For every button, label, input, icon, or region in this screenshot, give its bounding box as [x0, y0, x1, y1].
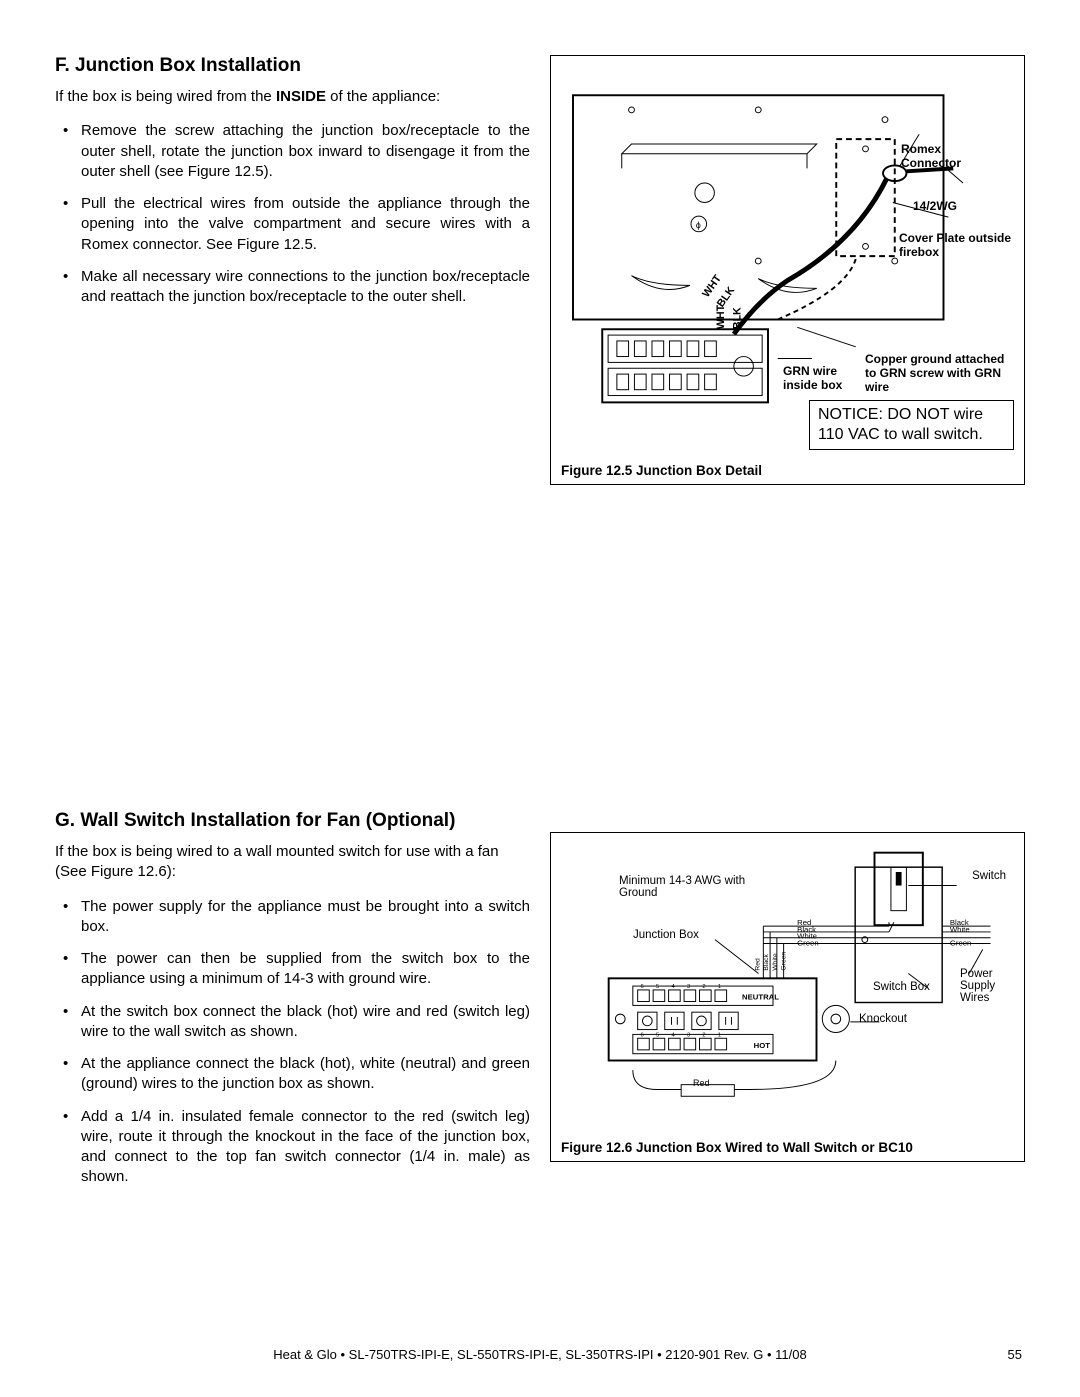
svg-text:White: White — [950, 925, 970, 934]
svg-text:NEUTRAL: NEUTRAL — [742, 993, 779, 1002]
label-jbox: Junction Box — [633, 929, 699, 941]
svg-text:5: 5 — [656, 984, 659, 990]
svg-text:2: 2 — [702, 1032, 705, 1038]
section-f-lead: If the box is being wired from the INSID… — [55, 87, 530, 107]
svg-text:HOT: HOT — [754, 1041, 771, 1050]
svg-text:BLK: BLK — [715, 284, 738, 309]
bullet-item: The power can then be supplied from the … — [77, 949, 530, 990]
section-f-bullets: Remove the screw attaching the junction … — [55, 121, 530, 307]
label-psw: Power Supply Wires — [960, 968, 1010, 1004]
section-f-heading: F. Junction Box Installation — [55, 55, 530, 77]
fig125-svg: ϕ — [561, 66, 1014, 456]
svg-text:3: 3 — [687, 984, 690, 990]
section-f-text: F. Junction Box Installation If the box … — [55, 55, 530, 485]
bullet-item: At the appliance connect the black (hot)… — [77, 1054, 530, 1095]
section-g-bullets: The power supply for the appliance must … — [55, 897, 530, 1188]
svg-text:Green: Green — [797, 938, 818, 947]
bullet-item: Add a 1/4 in. insulated female connector… — [77, 1107, 530, 1188]
svg-text:Black: Black — [763, 953, 770, 970]
lead-post: of the appliance: — [326, 88, 440, 105]
label-sbox: Switch Box — [873, 981, 930, 993]
lead-pre: If the box is being wired from the — [55, 88, 276, 105]
svg-text:BLK: BLK — [732, 307, 744, 329]
label-copper: Copper ground attached to GRN screw with… — [865, 352, 1005, 394]
page-number: 55 — [1008, 1347, 1022, 1362]
svg-text:6: 6 — [641, 984, 644, 990]
bullet-item: At the switch box connect the black (hot… — [77, 1002, 530, 1043]
svg-text:White: White — [772, 953, 779, 971]
bullet-item: Pull the electrical wires from outside t… — [77, 194, 530, 255]
svg-text:6: 6 — [641, 1032, 644, 1038]
svg-text:ϕ: ϕ — [696, 220, 701, 230]
bullet-item: Make all necessary wire connections to t… — [77, 267, 530, 308]
label-switch: Switch — [972, 870, 1006, 882]
figure-12-6: NEUTRAL 6 5 4 3 2 1 — [550, 810, 1025, 1200]
svg-text:2: 2 — [702, 984, 705, 990]
label-red2: Red — [693, 1078, 710, 1088]
fig126-caption: Figure 12.6 Junction Box Wired to Wall S… — [561, 1140, 913, 1155]
notice-box: NOTICE: DO NOT wire 110 VAC to wall swit… — [809, 400, 1014, 450]
svg-text:4: 4 — [672, 1032, 676, 1038]
svg-text:Green: Green — [950, 938, 971, 947]
bullet-item: Remove the screw attaching the junction … — [77, 121, 530, 182]
label-cover: Cover Plate outside firebox — [899, 231, 1019, 259]
svg-text:5: 5 — [656, 1032, 659, 1038]
label-knockout: Knockout — [859, 1013, 907, 1025]
section-g-lead: If the box is being wired to a wall moun… — [55, 842, 530, 883]
figure-12-5: ϕ — [550, 55, 1025, 485]
svg-text:3: 3 — [687, 1032, 690, 1038]
label-awg: Minimum 14-3 AWG with Ground — [619, 875, 749, 899]
page-footer: Heat & Glo • SL-750TRS-IPI-E, SL-550TRS-… — [0, 1347, 1080, 1362]
label-romex: Romex Connector — [901, 142, 1001, 170]
svg-text:4: 4 — [672, 984, 676, 990]
fig125-caption: Figure 12.5 Junction Box Detail — [561, 463, 762, 478]
label-wg: 14/2WG — [913, 199, 957, 213]
svg-text:1: 1 — [718, 984, 721, 990]
bullet-item: The power supply for the appliance must … — [77, 897, 530, 938]
lead-strong: INSIDE — [276, 88, 326, 105]
svg-text:Green: Green — [781, 952, 788, 971]
svg-text:Red: Red — [754, 958, 761, 971]
section-g-heading: G. Wall Switch Installation for Fan (Opt… — [55, 810, 530, 832]
section-g-text: G. Wall Switch Installation for Fan (Opt… — [55, 810, 530, 1200]
svg-text:1: 1 — [718, 1032, 721, 1038]
label-grn: GRN wire inside box — [783, 364, 861, 392]
